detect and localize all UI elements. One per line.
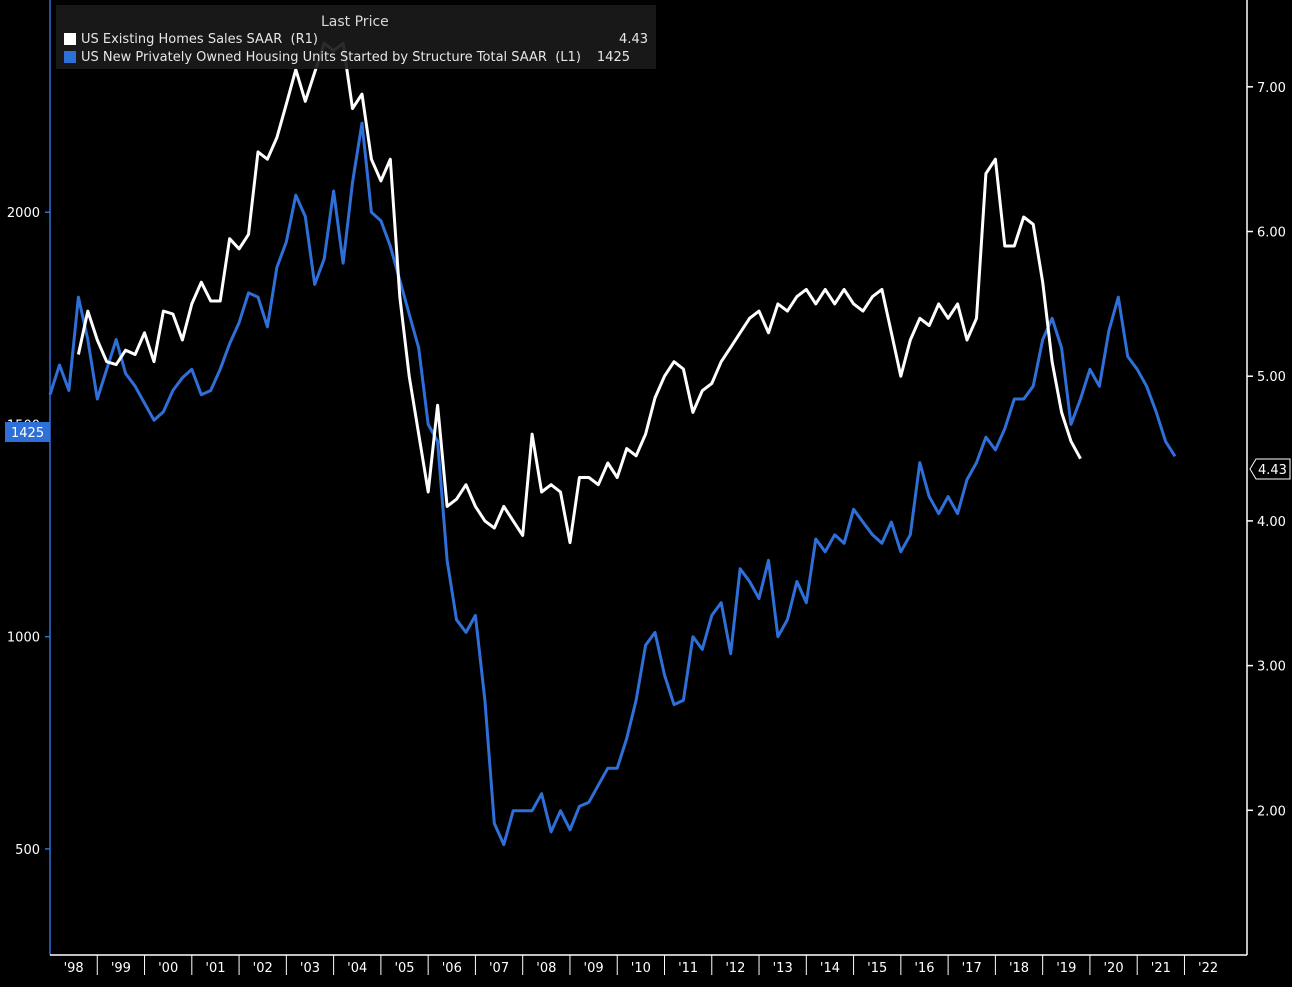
right-tick-label: 3.00 bbox=[1257, 660, 1286, 675]
legend-label-existing-sales: US Existing Homes Sales SAAR (R1) bbox=[81, 32, 318, 47]
right-last-value-box bbox=[1249, 458, 1291, 480]
series-layer bbox=[48, 41, 1177, 847]
x-tick-label: '99 bbox=[111, 961, 131, 976]
legend: Last Price US Existing Homes Sales SAAR … bbox=[56, 5, 656, 69]
right-tick-label: 2.00 bbox=[1257, 804, 1286, 819]
right-tick-label: 7.00 bbox=[1257, 81, 1286, 96]
x-tick-label: '08 bbox=[536, 961, 556, 976]
x-tick-label: '11 bbox=[678, 961, 698, 976]
x-tick-label: '15 bbox=[867, 961, 887, 976]
x-tick-label: '07 bbox=[489, 961, 509, 976]
axes bbox=[49, 0, 1248, 956]
x-tick-label: '14 bbox=[820, 961, 840, 976]
left-tick-label: 1000 bbox=[7, 631, 40, 646]
legend-header: Last Price bbox=[321, 14, 389, 30]
x-tick-label: '09 bbox=[584, 961, 604, 976]
x-tick-label: '04 bbox=[347, 961, 367, 976]
x-tick-label: '21 bbox=[1151, 961, 1171, 976]
x-tick-label: '98 bbox=[64, 961, 84, 976]
right-axis-ticks: 2.00 3.00 4.00 5.00 6.00 7.00 bbox=[1247, 81, 1286, 819]
x-tick-label: '20 bbox=[1103, 961, 1123, 976]
legend-value-housing-starts: 1425 bbox=[597, 50, 630, 65]
legend-swatch-housing-starts bbox=[64, 51, 76, 63]
right-tick-label: 5.00 bbox=[1257, 370, 1286, 385]
right-last-value-tag: 4.43 bbox=[1249, 458, 1291, 480]
left-last-value-tag: 1425 bbox=[5, 422, 50, 442]
x-tick-label: '01 bbox=[205, 961, 225, 976]
legend-background bbox=[56, 5, 656, 69]
x-tick-label: '02 bbox=[253, 961, 273, 976]
x-tick-label: '13 bbox=[773, 961, 793, 976]
x-axis-ticks: '98 '99 '00 '01 '02 '03 '04 '05 '06 '07 '08 '09 '10 '… bbox=[64, 955, 1218, 976]
left-tick-label: 500 bbox=[15, 843, 40, 858]
x-tick-label: '19 bbox=[1056, 961, 1076, 976]
x-tick-label: '18 bbox=[1009, 961, 1029, 976]
x-tick-label: '12 bbox=[725, 961, 745, 976]
left-last-value-label: 1425 bbox=[11, 426, 44, 441]
left-last-value-box bbox=[5, 422, 50, 442]
x-tick-label: '06 bbox=[442, 961, 462, 976]
right-tick-label: 6.00 bbox=[1257, 226, 1286, 241]
x-tick-label: '17 bbox=[962, 961, 982, 976]
right-last-value-label: 4.43 bbox=[1258, 463, 1287, 478]
x-tick-label: '16 bbox=[914, 961, 934, 976]
left-tick-label: 2000 bbox=[7, 206, 40, 221]
x-tick-label: '03 bbox=[300, 961, 320, 976]
x-tick-label: '00 bbox=[158, 961, 178, 976]
series-line-housing-starts bbox=[48, 121, 1177, 847]
series-line-existing-home-sales bbox=[76, 41, 1082, 545]
right-tick-label: 4.00 bbox=[1257, 515, 1286, 530]
legend-label-housing-starts: US New Privately Owned Housing Units Sta… bbox=[81, 50, 581, 65]
legend-swatch-existing-sales bbox=[64, 33, 76, 45]
x-tick-label: '05 bbox=[394, 961, 414, 976]
x-tick-label: '10 bbox=[631, 961, 651, 976]
legend-value-existing-sales: 4.43 bbox=[619, 32, 648, 47]
x-tick-label: '22 bbox=[1198, 961, 1218, 976]
